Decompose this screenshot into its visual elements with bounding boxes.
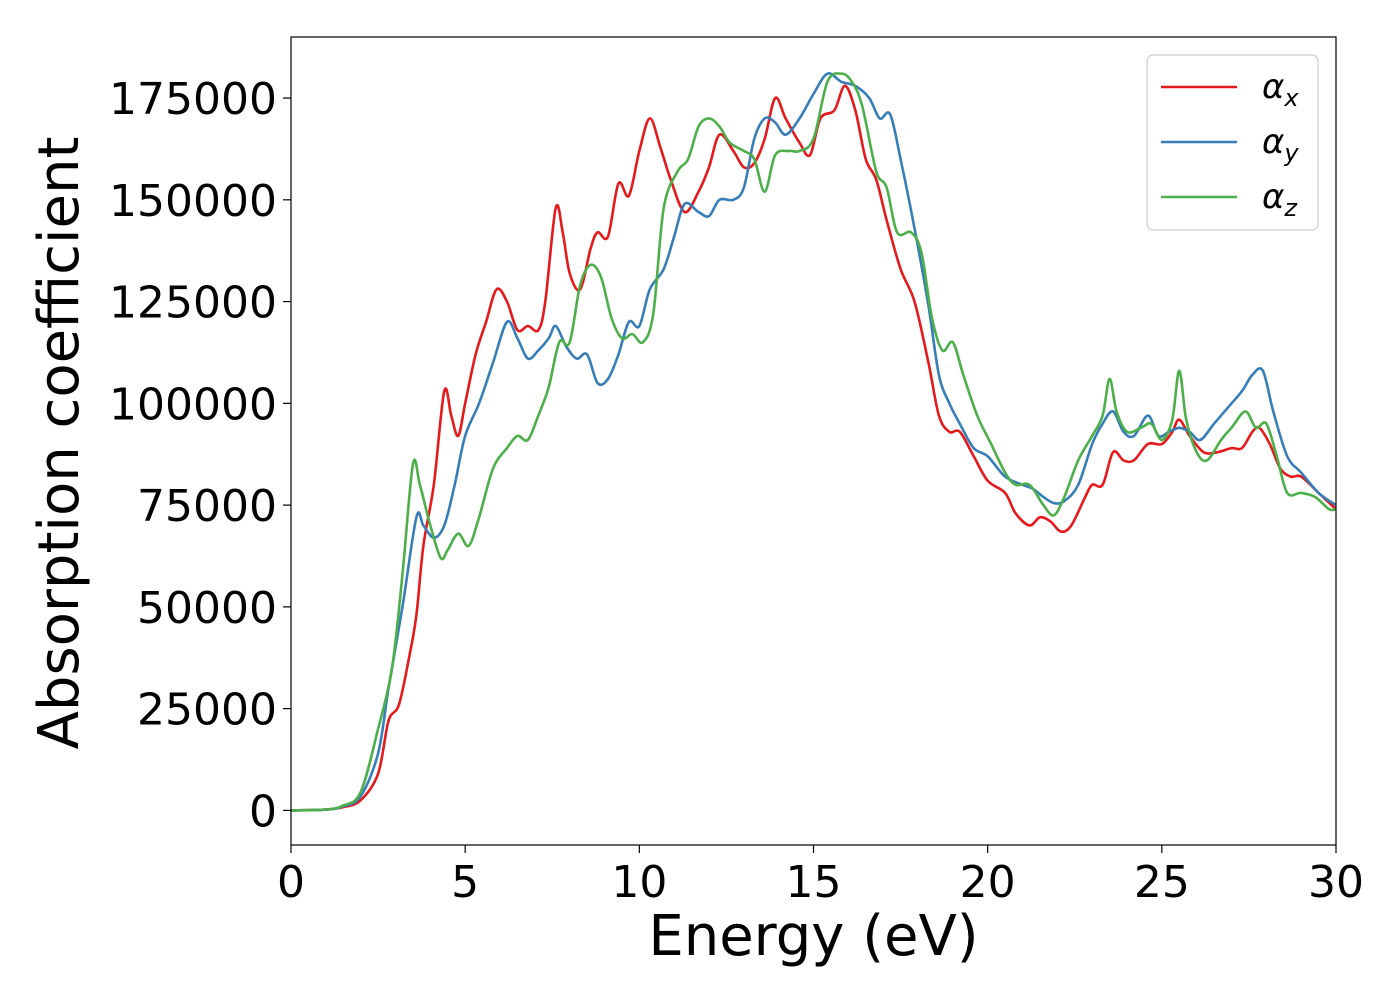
x-tick-label: 15 [786, 857, 842, 908]
legend-symbol: α [1262, 67, 1284, 107]
y-tick-label: 0 [249, 786, 277, 837]
legend-subscript: z [1283, 194, 1298, 222]
legend-symbol: α [1262, 122, 1284, 162]
x-tick-label: 25 [1134, 857, 1190, 908]
x-axis-label: Energy (eV) [648, 904, 978, 969]
x-tick-label: 30 [1308, 857, 1364, 908]
legend-label-x: αx [1262, 67, 1299, 112]
y-tick-label: 125000 [109, 278, 277, 329]
y-tick-label: 75000 [137, 481, 277, 532]
y-tick-label: 100000 [109, 379, 277, 430]
y-tick-label: 175000 [109, 74, 277, 125]
x-axis: 0 5 10 15 20 25 30 [277, 845, 1364, 908]
legend-subscript: y [1283, 139, 1299, 167]
y-tick-label: 150000 [109, 176, 277, 227]
series-line-z [291, 72, 1336, 812]
series-line-x [291, 84, 1336, 812]
x-tick-label: 0 [277, 857, 305, 908]
series-lines [291, 72, 1336, 812]
y-tick-label: 25000 [137, 685, 277, 736]
x-tick-label: 10 [611, 857, 667, 908]
legend-symbol: α [1262, 177, 1284, 217]
legend-label-z: αz [1262, 177, 1298, 222]
y-axis: 0 25000 50000 75000 100000 125000 150000 175000 [109, 74, 291, 837]
legend-subscript: x [1283, 84, 1299, 112]
y-axis-label: Absorption coefficient [27, 137, 92, 750]
legend-label-y: αy [1262, 122, 1299, 167]
x-tick-label: 5 [451, 857, 479, 908]
y-tick-label: 50000 [137, 583, 277, 634]
x-tick-label: 20 [960, 857, 1016, 908]
